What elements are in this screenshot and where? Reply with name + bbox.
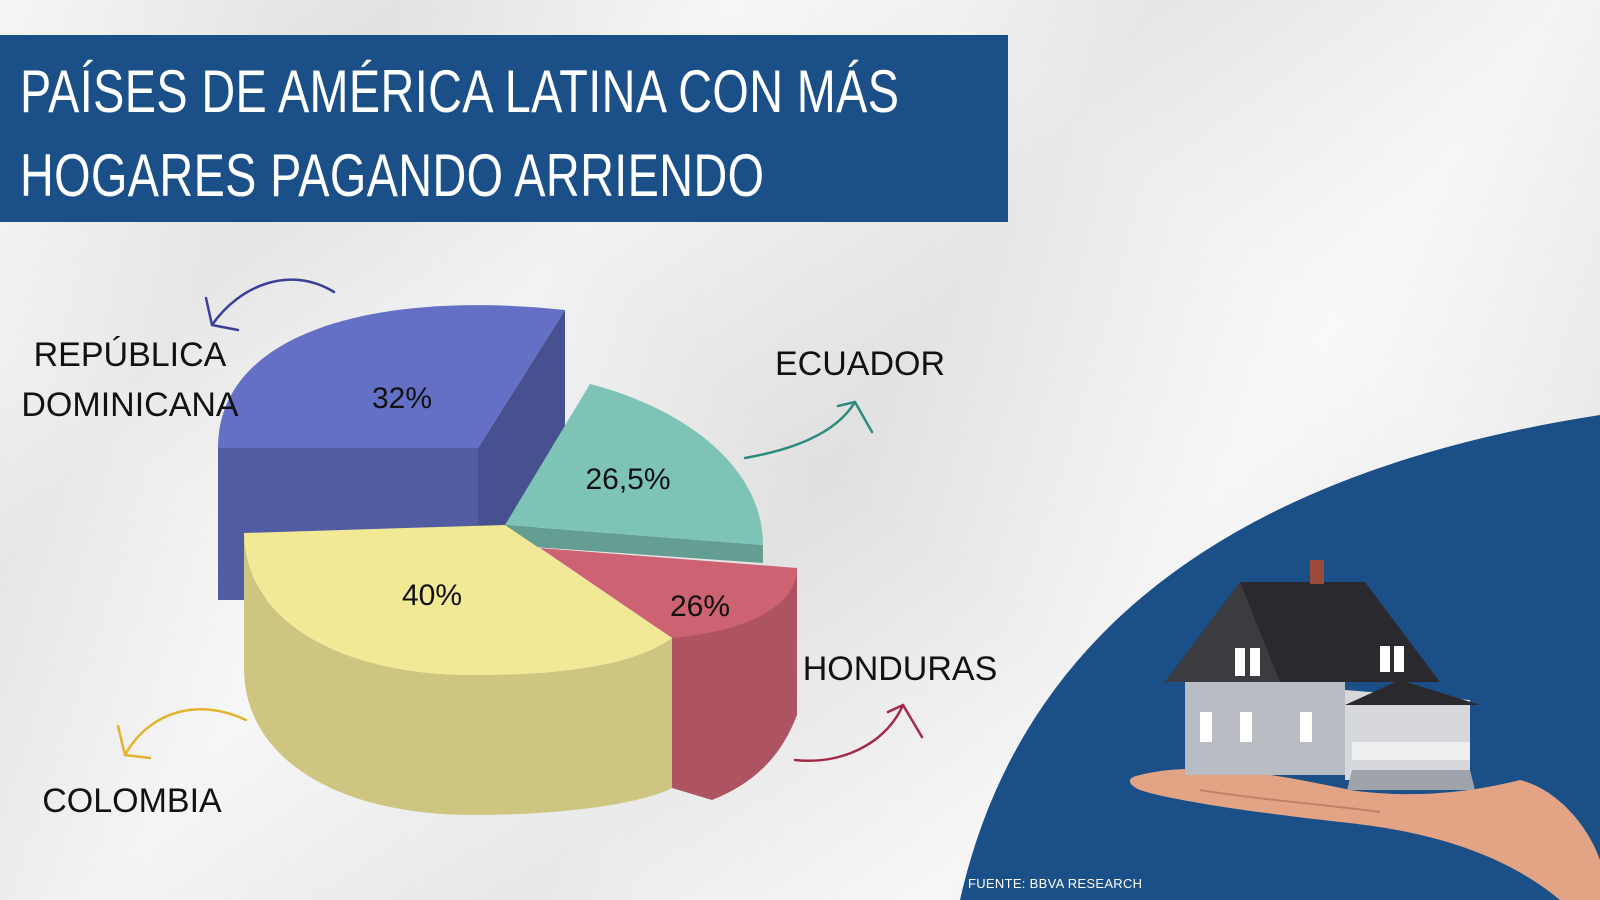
arrow-colombia-icon	[116, 708, 248, 760]
title-band	[0, 35, 1008, 222]
country-label-honduras: HONDURAS	[803, 650, 998, 688]
title-line-1: PAÍSES DE AMÉRICA LATINA CON MÁS	[20, 58, 900, 125]
value-label: 32%	[372, 382, 432, 415]
pie-slice-ecuador	[505, 384, 763, 563]
arrow-ecuador-icon	[743, 400, 874, 460]
house-on-hand-icon	[1129, 560, 1600, 900]
arrow-republica-dominicana-icon	[204, 278, 336, 332]
pie-slice-honduras	[540, 548, 797, 800]
chart-title: PAÍSES DE AMÉRICA LATINA CON MÁS HOGARES…	[20, 50, 972, 218]
country-label-ecuador: ECUADOR	[775, 345, 945, 383]
country-label-republica-dominicana: REPÚBLICA	[34, 336, 227, 374]
pie-slice-colombia	[244, 525, 672, 815]
value-label: 26%	[670, 590, 730, 623]
value-label: 40%	[402, 579, 462, 612]
country-label-republica-dominicana-2: DOMINICANA	[21, 386, 239, 424]
value-label: 26,5%	[585, 463, 670, 496]
source-note: FUENTE: BBVA RESEARCH	[968, 876, 1143, 891]
title-line-2: HOGARES PAGANDO ARRIENDO	[20, 142, 765, 209]
arrow-honduras-icon	[793, 703, 924, 762]
country-label-colombia: COLOMBIA	[42, 782, 222, 820]
